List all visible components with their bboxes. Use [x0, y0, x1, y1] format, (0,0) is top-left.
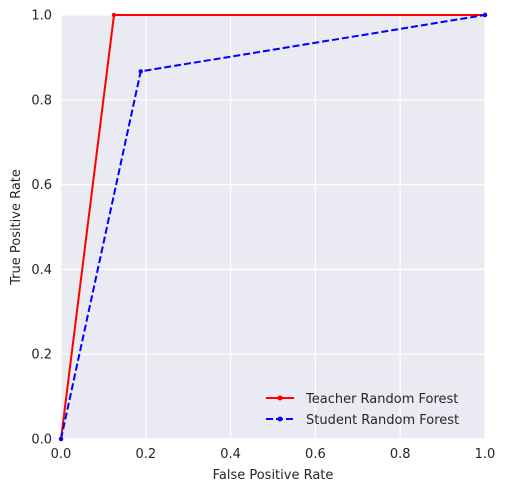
y-tick-label: 1.0 — [31, 9, 52, 24]
x-tick-label: 0.4 — [220, 447, 241, 462]
y-tick-label: 0.8 — [31, 93, 52, 108]
y-tick-label: 0.2 — [31, 348, 52, 363]
legend-marker-teacher — [277, 395, 283, 401]
series-layer — [58, 12, 488, 442]
y-tick-label: 0.4 — [31, 263, 52, 278]
series-point-student-random-forest — [58, 436, 64, 442]
legend-label-teacher: Teacher Random Forest — [305, 392, 458, 407]
x-tick-label: 1.0 — [475, 447, 496, 462]
legend-item-student: Student Random Forest — [266, 413, 459, 428]
series-point-student-random-forest — [482, 12, 488, 18]
y-tick-label: 0.6 — [31, 178, 52, 193]
legend: Teacher Random Forest Student Random For… — [266, 392, 459, 428]
legend-label-student: Student Random Forest — [306, 413, 459, 428]
y-axis-label: True Positive Rate — [9, 169, 24, 286]
x-axis-ticks: 0.0 0.2 0.4 0.6 0.8 1.0 — [51, 447, 496, 462]
plot-background — [61, 15, 485, 439]
series-point-student-random-forest — [138, 69, 143, 74]
y-axis-ticks: 0.0 0.2 0.4 0.6 0.8 1.0 — [31, 9, 52, 448]
x-tick-label: 0.0 — [51, 447, 72, 462]
x-axis-label: False Positive Rate — [213, 468, 334, 483]
y-tick-label: 0.0 — [31, 433, 52, 448]
legend-item-teacher: Teacher Random Forest — [266, 392, 458, 407]
x-tick-label: 0.8 — [390, 447, 411, 462]
x-tick-label: 0.6 — [305, 447, 326, 462]
series-point-teacher-random-forest — [111, 12, 117, 18]
legend-marker-student — [277, 416, 283, 422]
x-tick-label: 0.2 — [135, 447, 156, 462]
